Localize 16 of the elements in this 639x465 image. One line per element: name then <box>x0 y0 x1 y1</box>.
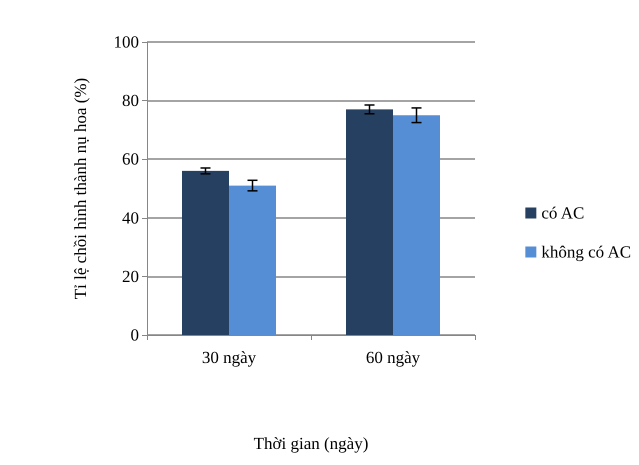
bar <box>346 109 393 335</box>
x-tick-label: 30 ngày <box>202 348 257 367</box>
legend-label: không có AC <box>541 242 632 262</box>
x-tick-label: 60 ngày <box>366 348 421 367</box>
bar <box>393 115 440 335</box>
bar <box>229 186 276 335</box>
y-axis-title: Tỉ lệ chồi hình thành nụ hoa (%) <box>71 78 90 300</box>
y-tick-label: 100 <box>114 32 139 52</box>
y-tick-label: 80 <box>122 91 139 110</box>
x-axis-title: Thời gian (ngày) <box>254 434 368 453</box>
y-tick-label: 40 <box>122 208 139 228</box>
y-tick-label: 20 <box>122 266 139 286</box>
y-tick-label: 60 <box>122 150 139 169</box>
y-tick-label: 0 <box>130 326 139 344</box>
legend-label: có AC <box>541 204 584 222</box>
bar <box>182 170 229 335</box>
